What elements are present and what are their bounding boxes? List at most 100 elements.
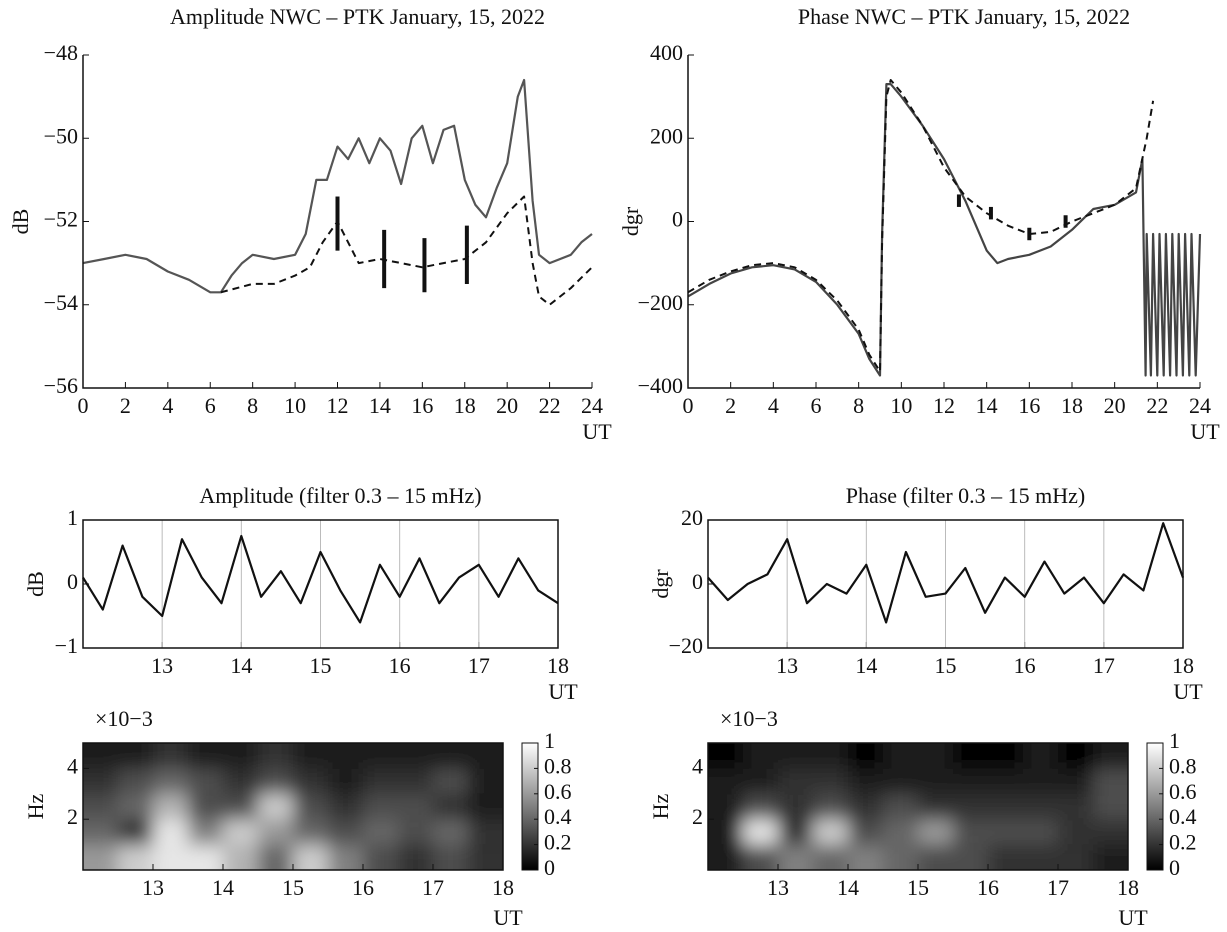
- colorbar-tick-label: 0.2: [544, 830, 572, 855]
- heatmap-cell: [813, 844, 848, 870]
- heatmap-cell: [433, 844, 468, 870]
- heatmap-cell: [883, 743, 918, 769]
- heatmap-cell: [1058, 743, 1093, 769]
- x-tick-label: 13: [151, 653, 173, 678]
- heatmap-cell: [953, 793, 988, 820]
- heatmap-cell: [1023, 844, 1058, 870]
- heatmap-cells: [708, 743, 1128, 870]
- heatmap-cell: [468, 819, 503, 845]
- heatmap-cell: [813, 768, 848, 794]
- heatmap-cell: [778, 743, 813, 769]
- x-tick-label: 17: [468, 653, 490, 678]
- heatmap: [83, 743, 503, 870]
- heatmap-cell: [258, 819, 293, 845]
- heatmap-cell: [1023, 793, 1058, 820]
- colorbar: [521, 742, 539, 871]
- colorbar-tick-label: 0.6: [544, 779, 572, 804]
- heatmap-cell: [83, 743, 118, 769]
- heatmap-cell: [778, 819, 813, 845]
- heatmap-cell: [258, 743, 293, 769]
- x-tick-label: 24: [1189, 393, 1211, 418]
- axes-frame: [687, 55, 1200, 389]
- heatmap-cell: [293, 844, 328, 870]
- colorbar-tick-label: 0.4: [544, 804, 572, 829]
- x-tick-label: 14: [837, 875, 859, 900]
- y-tick-label: −1: [55, 633, 78, 658]
- x-tick-label: 13: [142, 875, 164, 900]
- x-tick-label: 15: [282, 875, 304, 900]
- heatmap-cell: [223, 844, 258, 870]
- series-line: [687, 79, 1155, 373]
- x-tick-label: 16: [389, 653, 411, 678]
- x-tick-label: 4: [768, 393, 779, 418]
- heatmap-cell: [363, 743, 398, 769]
- x-tick-label: 24: [581, 393, 603, 418]
- heatmap-cell: [1058, 768, 1093, 794]
- heatmap-cell: [258, 844, 293, 870]
- x-tick-label: 18: [492, 875, 514, 900]
- y-tick-label: 400: [650, 40, 683, 65]
- y-tick-label: −200: [638, 290, 683, 315]
- heatmap-cell: [778, 844, 813, 870]
- x-tick-label: 15: [907, 875, 929, 900]
- y-axis-label: dB: [23, 571, 48, 597]
- heatmap-cell: [708, 819, 743, 845]
- heatmap-cell: [223, 743, 258, 769]
- y-axis-label: dB: [8, 209, 33, 235]
- heatmap-cell: [433, 793, 468, 820]
- colorbar: [1146, 742, 1164, 871]
- x-tick-label: 16: [411, 393, 433, 418]
- x-tick-label: 14: [230, 653, 252, 678]
- x-tick-label: 15: [935, 653, 957, 678]
- heatmap-cell: [743, 743, 778, 769]
- x-tick-label: 12: [933, 393, 955, 418]
- heatmap-cell: [708, 844, 743, 870]
- y-tick-label: −20: [669, 633, 703, 658]
- y-tick-label: −56: [44, 373, 78, 398]
- heatmap-cell: [83, 793, 118, 820]
- x-tick-label: 14: [855, 653, 877, 678]
- y-tick-label: −52: [44, 207, 78, 232]
- x-tick-label: 10: [284, 393, 306, 418]
- heatmap-cell: [153, 793, 188, 820]
- chart-title: Amplitude NWC – PTK January, 15, 2022: [170, 4, 545, 29]
- heatmap-cell: [468, 793, 503, 820]
- heatmap-cell: [153, 743, 188, 769]
- colorbar-tick-label: 0.6: [1169, 779, 1197, 804]
- x-tick-label: 2: [725, 393, 736, 418]
- colorbar-tick-label: 0.8: [544, 753, 572, 778]
- y-tick-label: 20: [681, 505, 703, 530]
- x-tick-label: 17: [422, 875, 444, 900]
- heatmap-cell: [848, 743, 883, 769]
- colorbar-tick-label: 0.4: [1169, 804, 1197, 829]
- series-line: [82, 78, 593, 294]
- x-tick-label: 16: [1014, 653, 1036, 678]
- heatmap-cell: [118, 743, 153, 769]
- heatmap-cell: [153, 768, 188, 794]
- x-axis-label: UT: [548, 679, 578, 704]
- x-tick-label: 18: [454, 393, 476, 418]
- y-tick-label: 1: [67, 505, 78, 530]
- y-tick-label: −54: [44, 290, 78, 315]
- heatmap-cell: [848, 819, 883, 845]
- y-tick-label: 0: [67, 569, 78, 594]
- heatmap-cell: [153, 844, 188, 870]
- x-axis-label: UT: [1173, 679, 1203, 704]
- x-axis-label: UT: [1190, 419, 1220, 444]
- x-tick-label: 14: [369, 393, 391, 418]
- heatmap-cell: [743, 844, 778, 870]
- colorbar-tick-label: 0: [544, 855, 555, 880]
- heatmap-cell: [398, 844, 433, 870]
- heatmap-cell: [918, 844, 953, 870]
- heatmap-cell: [398, 793, 433, 820]
- heatmap-cell: [953, 844, 988, 870]
- series-line: [220, 195, 593, 306]
- x-tick-label: 12: [327, 393, 349, 418]
- heatmap-cell: [708, 743, 743, 769]
- heatmap-cell: [1093, 819, 1128, 845]
- heatmap-cell: [398, 819, 433, 845]
- axes-frame: [82, 742, 504, 871]
- x-tick-label: 4: [162, 393, 173, 418]
- heatmap-cell: [398, 743, 433, 769]
- heatmap-cell: [1093, 844, 1128, 870]
